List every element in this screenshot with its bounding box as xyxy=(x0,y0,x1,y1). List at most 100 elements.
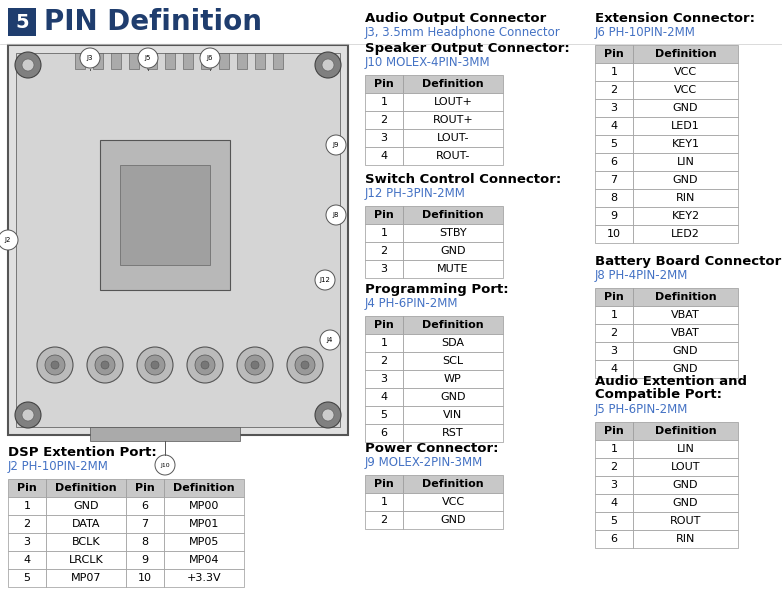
Text: 3: 3 xyxy=(611,480,618,490)
Bar xyxy=(93,53,103,69)
Text: J3: J3 xyxy=(87,55,93,61)
Bar xyxy=(633,342,738,360)
Text: 4: 4 xyxy=(611,364,618,374)
Bar xyxy=(403,493,503,511)
Text: Definition: Definition xyxy=(422,479,484,489)
Bar xyxy=(365,424,403,442)
Text: Compatible Port:: Compatible Port: xyxy=(595,388,722,401)
Bar xyxy=(8,551,46,569)
Text: Audio Extention and: Audio Extention and xyxy=(595,375,747,388)
Text: J4: J4 xyxy=(327,337,333,343)
Bar xyxy=(403,406,503,424)
Bar xyxy=(8,515,46,533)
Bar xyxy=(46,533,126,551)
Bar xyxy=(595,342,633,360)
Text: 7: 7 xyxy=(142,519,149,529)
Text: Pin: Pin xyxy=(604,292,624,302)
Text: 3: 3 xyxy=(381,264,388,274)
Bar xyxy=(403,334,503,352)
Bar xyxy=(8,45,348,435)
Circle shape xyxy=(326,135,346,155)
Bar xyxy=(120,165,210,265)
Text: 2: 2 xyxy=(611,462,618,472)
Text: KEY2: KEY2 xyxy=(672,211,700,221)
Circle shape xyxy=(200,48,220,68)
Bar xyxy=(365,352,403,370)
Text: ROUT+: ROUT+ xyxy=(432,115,473,125)
Text: 1: 1 xyxy=(381,228,388,238)
Bar xyxy=(633,81,738,99)
Text: Pin: Pin xyxy=(604,49,624,59)
Text: 5: 5 xyxy=(23,573,30,583)
Bar xyxy=(164,551,244,569)
Bar xyxy=(8,8,36,36)
Bar xyxy=(403,111,503,129)
Text: MP01: MP01 xyxy=(188,519,219,529)
Text: 1: 1 xyxy=(611,444,618,454)
Bar xyxy=(403,316,503,334)
Circle shape xyxy=(37,347,73,383)
Bar xyxy=(633,45,738,63)
Text: VBAT: VBAT xyxy=(671,328,700,338)
Bar xyxy=(595,45,633,63)
Circle shape xyxy=(320,330,340,350)
Bar xyxy=(403,475,503,493)
Bar xyxy=(126,515,164,533)
Bar xyxy=(633,135,738,153)
Bar xyxy=(147,53,157,69)
Bar xyxy=(237,53,247,69)
Bar xyxy=(126,551,164,569)
Bar xyxy=(126,533,164,551)
Text: RIN: RIN xyxy=(676,193,695,203)
Bar xyxy=(633,324,738,342)
Text: 4: 4 xyxy=(380,151,388,161)
Text: BCLK: BCLK xyxy=(72,537,100,547)
Bar xyxy=(8,479,46,497)
Text: Programming Port:: Programming Port: xyxy=(365,283,508,296)
Text: 2: 2 xyxy=(23,519,30,529)
Text: DATA: DATA xyxy=(72,519,100,529)
Bar xyxy=(595,225,633,243)
Text: Definition: Definition xyxy=(56,483,117,493)
Circle shape xyxy=(195,355,215,375)
Text: DSP Extention Port:: DSP Extention Port: xyxy=(8,446,156,459)
Bar xyxy=(403,93,503,111)
Text: J12: J12 xyxy=(320,277,331,283)
Text: 3: 3 xyxy=(611,103,618,113)
Text: 1: 1 xyxy=(381,338,388,348)
Bar xyxy=(633,207,738,225)
Text: ROUT: ROUT xyxy=(670,516,701,526)
Text: GND: GND xyxy=(673,364,698,374)
Bar xyxy=(595,99,633,117)
Bar xyxy=(365,475,403,493)
Circle shape xyxy=(315,52,341,78)
Circle shape xyxy=(187,347,223,383)
Text: MP00: MP00 xyxy=(188,501,219,511)
Text: LRCLK: LRCLK xyxy=(69,555,103,565)
Text: GND: GND xyxy=(440,392,466,402)
Text: 5: 5 xyxy=(15,13,29,31)
Text: 2: 2 xyxy=(380,356,388,366)
Text: Definition: Definition xyxy=(173,483,235,493)
Text: J3, 3.5mm Headphone Connector: J3, 3.5mm Headphone Connector xyxy=(365,26,561,39)
Bar xyxy=(201,53,211,69)
Circle shape xyxy=(145,355,165,375)
Text: LOUT: LOUT xyxy=(671,462,700,472)
Bar xyxy=(365,511,403,529)
Bar xyxy=(365,224,403,242)
Text: 2: 2 xyxy=(611,328,618,338)
Bar xyxy=(633,171,738,189)
Text: 2: 2 xyxy=(380,515,388,525)
Text: 4: 4 xyxy=(611,121,618,131)
Text: 1: 1 xyxy=(381,497,388,507)
Bar xyxy=(595,135,633,153)
Text: ROUT-: ROUT- xyxy=(436,151,470,161)
Bar xyxy=(403,147,503,165)
Bar xyxy=(595,530,633,548)
Bar xyxy=(46,551,126,569)
Circle shape xyxy=(0,230,18,250)
Bar xyxy=(633,63,738,81)
Text: VBAT: VBAT xyxy=(671,310,700,320)
Circle shape xyxy=(15,52,41,78)
Bar xyxy=(100,140,230,290)
